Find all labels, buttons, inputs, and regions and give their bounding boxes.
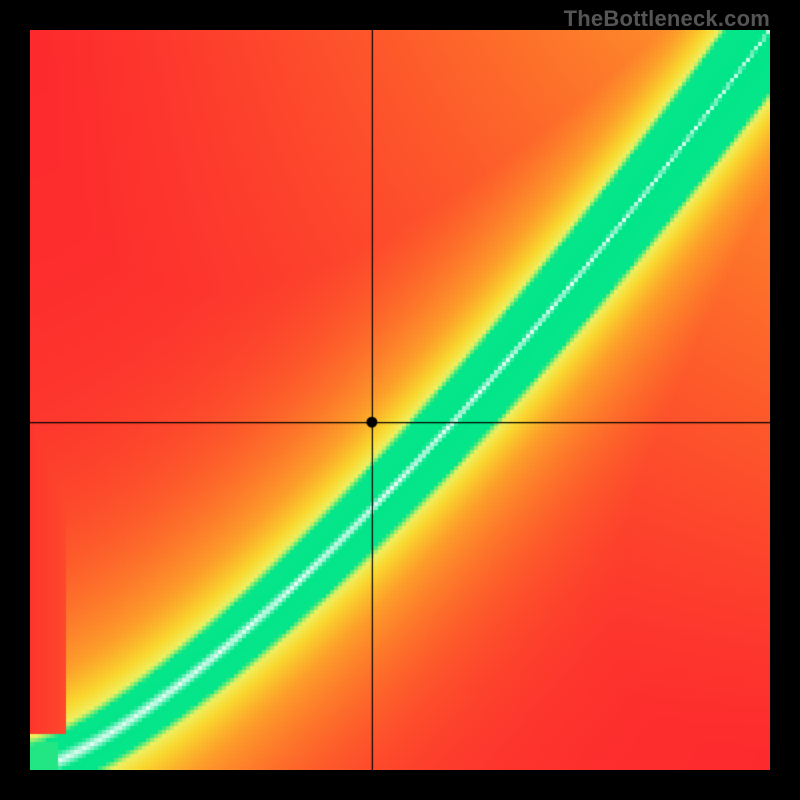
chart-frame: TheBottleneck.com (0, 0, 800, 800)
watermark-text: TheBottleneck.com (564, 6, 770, 32)
crosshair-overlay (30, 30, 770, 770)
